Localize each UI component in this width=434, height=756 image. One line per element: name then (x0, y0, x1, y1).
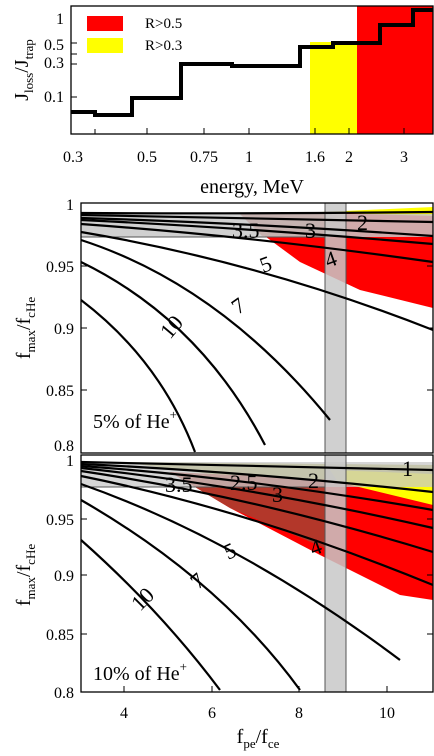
band-r03 (310, 42, 357, 134)
panel-he10-frame (80, 454, 434, 693)
x-label-sub2: ce (268, 736, 280, 751)
y-label-sep: /J (11, 59, 33, 73)
y-tick-label: 0.9 (54, 321, 74, 338)
y-label-main: J (11, 93, 33, 101)
y-tick-label: 0.95 (46, 512, 74, 529)
y-label-sub2: trap (21, 39, 36, 59)
x-label-sub1: pe (243, 736, 256, 751)
y-tick-label: 0.1 (44, 89, 64, 106)
y-tick-label: 0.9 (54, 568, 74, 585)
y-tick-label: 0.3 (44, 55, 64, 72)
contour-label: 3 (272, 482, 283, 507)
gray-band-vertical (325, 203, 346, 453)
legend-swatch-r03 (87, 38, 123, 53)
panel-he10: 1 2 2.5 3 3.5 4 5 7 10 10% of He+ 1 0.95… (13, 453, 434, 751)
x-tick-label: 1.6 (305, 149, 325, 166)
contour-label: 3 (305, 218, 316, 243)
annotation-sup: + (180, 659, 187, 674)
gray-band-vertical (325, 455, 346, 692)
legend-swatch-r05 (87, 16, 123, 31)
x-tick-label: 8 (295, 705, 303, 722)
y-tick-label: 0.8 (54, 685, 74, 702)
panel-he10-xticks: 4 6 8 10 (120, 686, 395, 722)
y-label-sep: /f (13, 564, 35, 577)
x-tick-label: 3 (400, 149, 408, 166)
contour-label: 5 (256, 250, 275, 277)
x-tick-label: 2 (345, 149, 353, 166)
y-axis-label: Jloss/Jtrap (11, 39, 36, 101)
band-r05 (357, 6, 433, 134)
y-axis-label: fmax/fcHe (13, 297, 38, 359)
x-tick-label: 6 (208, 705, 216, 722)
panel-energy-yticks: 1 0.5 0.3 0.1 (44, 11, 77, 106)
contour-label: 1 (402, 456, 413, 481)
y-label-main: f (13, 352, 35, 359)
y-tick-label: 1 (56, 11, 64, 28)
x-label-sep: /f (256, 726, 269, 748)
panel-energy-xticks: 0.3 0.5 0.75 1 1.6 2 3 (63, 128, 408, 166)
x-tick-label: 1 (245, 149, 253, 166)
contours-he5 (80, 210, 434, 453)
contour-label: 2 (308, 468, 319, 493)
legend-label-r03: R>0.3 (145, 38, 182, 54)
contour-label: 5 (220, 537, 241, 564)
panel-energy-frame (70, 5, 434, 135)
y-tick-label: 0.5 (44, 37, 64, 54)
contour-label: 2 (357, 210, 368, 235)
y-axis-label: fmax/fcHe (13, 544, 38, 606)
step-line (71, 8, 433, 117)
x-axis-label: energy, MeV (200, 176, 304, 198)
panel-annotation: 10% of He+ (93, 659, 187, 685)
y-tick-label: 0.95 (46, 259, 74, 276)
y-tick-label: 0.85 (46, 383, 74, 400)
y-label-sub2: cHe (23, 297, 38, 318)
y-tick-label: 1 (66, 453, 74, 470)
panel-he10-yticks: 1 0.95 0.9 0.85 0.8 (46, 453, 433, 702)
x-tick-label: 0.3 (63, 149, 83, 166)
panel-he5-yticks: 1 0.95 0.9 0.85 0.8 (46, 197, 433, 455)
annotation-text: 5% of He (93, 411, 170, 433)
contour-label: 10 (155, 310, 188, 343)
legend-label-r05: R>0.5 (145, 16, 182, 32)
y-label-sub2: cHe (23, 544, 38, 565)
y-label-sub1: max (23, 577, 38, 600)
x-axis-label: fpe/fce (237, 726, 280, 751)
contour-label: 3.5 (232, 218, 260, 243)
annotation-sup: + (170, 407, 177, 422)
contour-label: 7 (185, 568, 209, 594)
contours-he10 (80, 460, 434, 691)
annotation-text: 10% of He (93, 663, 180, 685)
y-tick-label: 0.85 (46, 627, 74, 644)
contour-label: 3.5 (165, 472, 193, 497)
x-tick-label: 0.75 (190, 149, 218, 166)
x-tick-label: 0.5 (137, 149, 157, 166)
region-darkred (170, 472, 325, 548)
panel-energy: R>0.5 R>0.3 1 0.5 0.3 0.1 0.3 0.5 0.75 (11, 5, 434, 198)
x-tick-label: 10 (379, 705, 395, 722)
panel-annotation: 5% of He+ (93, 407, 177, 433)
y-label-sep: /f (13, 317, 35, 330)
y-label-sub1: loss (21, 73, 36, 93)
x-label-main: f (237, 726, 244, 748)
contour-label: 7 (227, 292, 250, 319)
x-tick-label: 4 (120, 705, 128, 722)
y-label-sub1: max (23, 330, 38, 353)
y-tick-label: 0.8 (54, 438, 74, 455)
panel-he5: 2 3 3.5 4 5 7 10 5% of He+ 1 0.95 0.9 0.… (13, 197, 434, 455)
y-tick-label: 1 (66, 197, 74, 214)
contour-label: 2.5 (230, 470, 258, 495)
y-label-main: f (13, 599, 35, 606)
